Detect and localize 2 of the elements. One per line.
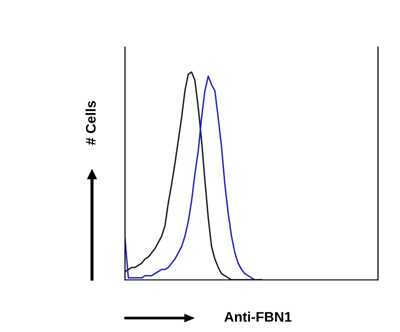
y-axis-title: # Cells	[86, 101, 96, 145]
x-axis-title: Anti-FBN1	[224, 312, 292, 322]
